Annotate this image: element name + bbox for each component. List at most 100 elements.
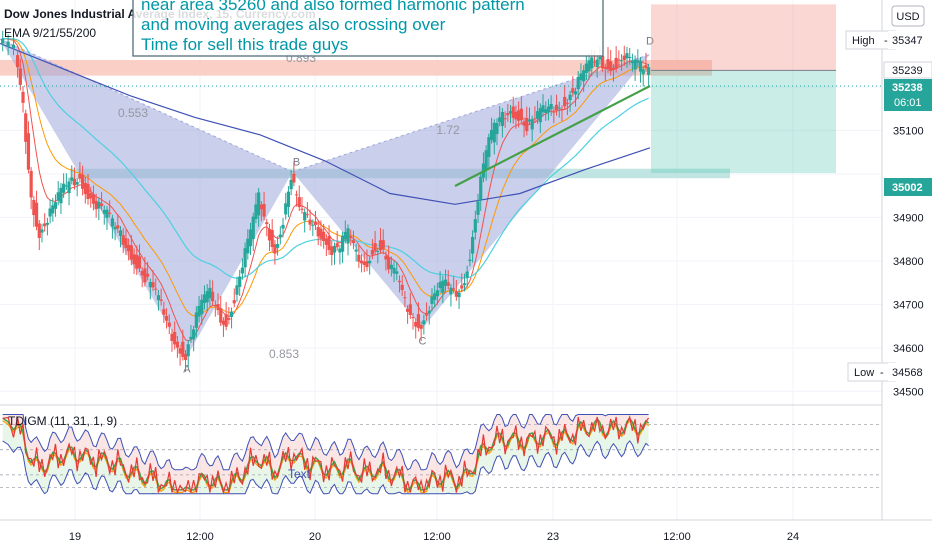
candle-body: [135, 254, 139, 269]
candle-body: [541, 105, 545, 113]
candle-body: [167, 322, 171, 327]
candle-body: [619, 60, 624, 62]
annotation-box[interactable]: [132, 0, 604, 57]
indicator-title[interactable]: TDIGM (11, 31, 1, 9): [8, 414, 117, 428]
candle-body: [294, 194, 299, 196]
candle-body: [370, 250, 374, 255]
candle-body: [143, 268, 147, 283]
candle-body: [354, 249, 358, 252]
candle-body: [200, 299, 204, 315]
candle-body: [235, 285, 239, 295]
pattern-point-d: D: [646, 35, 654, 47]
trendline[interactable]: [454, 85, 651, 187]
candle-body: [563, 96, 567, 107]
candle-body: [495, 122, 499, 135]
high-label: High: [852, 35, 875, 47]
candle-body: [64, 185, 68, 187]
candle-body: [83, 182, 87, 195]
candle-body: [99, 203, 104, 206]
candle-body: [67, 181, 71, 194]
candle-body: [324, 238, 328, 245]
candle-body: [587, 60, 591, 72]
candle-body: [557, 107, 561, 109]
stop-loss-zone[interactable]: [651, 4, 836, 71]
candle-body: [568, 94, 572, 101]
candle-body: [108, 212, 112, 214]
candle-body: [224, 314, 228, 327]
candle-body: [408, 304, 412, 315]
candle-body: [86, 183, 90, 200]
target-price-value: 35002: [892, 182, 923, 194]
time-tick-label: 20: [309, 531, 321, 543]
candle-body: [40, 229, 44, 233]
indicator-text-label[interactable]: Text: [288, 467, 311, 481]
candle-body: [281, 224, 285, 229]
candle-body: [565, 102, 569, 104]
candle-body: [630, 60, 634, 64]
candle-body: [601, 56, 605, 69]
candle-body: [221, 320, 226, 325]
price-tick-label: 34500: [893, 386, 924, 398]
time-tick-label: 12:00: [186, 531, 214, 543]
indicator-upper-fill: [2, 414, 649, 493]
candle-body: [582, 70, 586, 82]
candle-body: [359, 260, 364, 264]
candle-body: [424, 312, 429, 316]
candle-body: [113, 226, 117, 230]
candle-body: [56, 192, 60, 201]
candle-body: [62, 183, 66, 193]
candle-body: [454, 291, 458, 297]
candle-body: [37, 223, 41, 238]
time-axis[interactable]: 19 12:00 20 12:00 23 12:00 24: [69, 531, 799, 543]
candle-body: [21, 91, 25, 103]
ema-legend[interactable]: EMA 9/21/55/200: [4, 26, 96, 40]
low-value-box: [888, 363, 932, 381]
price-tick-label: 35100: [893, 125, 924, 137]
candle-body: [638, 61, 643, 72]
candle-body: [51, 205, 55, 214]
pattern-point-b: B: [293, 157, 300, 169]
resistance-zone[interactable]: [0, 60, 712, 76]
candle-body: [387, 256, 391, 270]
candle-body: [259, 204, 263, 210]
current-price-tag: [884, 79, 932, 111]
high-value-box: [888, 31, 932, 49]
candle-body: [124, 238, 128, 249]
pattern-ratio: 0.853: [269, 347, 299, 361]
candle-body: [197, 305, 201, 317]
low-dash: -: [880, 367, 884, 379]
candle-body: [484, 150, 488, 170]
candle-body: [194, 312, 198, 328]
candle-body: [246, 238, 250, 254]
candle-body: [140, 270, 144, 276]
candle-body: [59, 187, 63, 204]
candle-body: [265, 222, 269, 225]
candle-body: [6, 41, 10, 47]
candle-body: [159, 299, 163, 301]
candle-body: [625, 53, 629, 59]
pattern-point-c: C: [419, 335, 427, 347]
candle-body: [522, 121, 526, 126]
candle-body: [332, 245, 337, 253]
candle-body: [330, 246, 334, 255]
take-profit-zone[interactable]: [651, 70, 836, 174]
candle-body: [26, 133, 31, 170]
candle-body: [276, 243, 280, 248]
candle-body: [411, 317, 415, 319]
candle-body: [362, 261, 366, 265]
candle-body: [414, 321, 418, 327]
currency-badge[interactable]: [891, 5, 925, 27]
candle-body: [468, 259, 472, 262]
candle-body: [603, 67, 607, 69]
candle-body: [146, 273, 150, 277]
candle-body: [270, 229, 274, 248]
candle-body: [286, 191, 291, 207]
candle-body: [419, 325, 423, 329]
candle-body: [457, 292, 461, 298]
candle-body: [598, 56, 602, 60]
candle-body: [322, 231, 326, 241]
low-label: Low: [854, 367, 874, 379]
candle-body: [573, 91, 578, 95]
annotation-line-1: near area 35260 and also formed harmonic…: [141, 0, 525, 14]
